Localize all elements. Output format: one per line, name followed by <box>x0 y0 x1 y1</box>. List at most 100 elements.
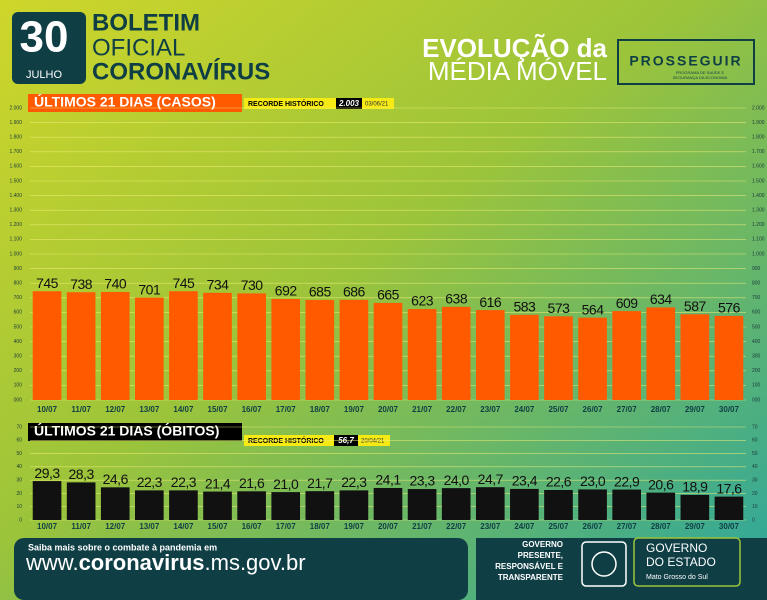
x-tick-label: 25/07 <box>548 405 569 414</box>
value-label: 22,3 <box>137 474 163 490</box>
footer-gov-panel <box>476 538 767 600</box>
x-tick-label: 28/07 <box>651 522 672 531</box>
y-tick-label-right: 000 <box>752 397 761 403</box>
record-value: 2.003 <box>338 99 360 108</box>
bar <box>305 491 335 520</box>
emblem-circle <box>591 551 617 577</box>
record-box <box>244 98 394 109</box>
chart-title: ÚLTIMOS 21 DIAS (ÓBITOS) <box>34 422 219 439</box>
y-tick-label-right: 1.300 <box>752 208 765 214</box>
y-tick-label-right: 50 <box>752 451 758 457</box>
header-line: CORONAVÍRUS <box>92 57 270 85</box>
y-tick-label: 1.800 <box>9 135 22 141</box>
slogan: TRANSPARENTE <box>498 573 564 582</box>
value-label: 24,6 <box>103 471 129 487</box>
bar <box>714 315 744 400</box>
day: 30 <box>20 13 69 62</box>
y-tick-label-right: 1.800 <box>752 135 765 141</box>
y-tick-label-right: 1.200 <box>752 222 765 228</box>
x-tick-label: 21/07 <box>412 522 433 531</box>
y-tick-label-right: 700 <box>752 295 761 301</box>
x-tick-label: 11/07 <box>71 522 91 531</box>
value-label: 701 <box>138 281 161 297</box>
y-tick-label-right: 20 <box>752 491 758 497</box>
value-label: 21,0 <box>273 476 299 492</box>
value-label: 686 <box>343 284 366 300</box>
y-tick-label: 000 <box>14 397 23 403</box>
x-tick-label: 14/07 <box>173 405 194 414</box>
x-tick-label: 17/07 <box>276 405 297 414</box>
record-value: 56,7 <box>338 436 354 445</box>
bar <box>66 482 96 520</box>
value-label: 23,0 <box>580 473 606 489</box>
y-tick-label: 2.000 <box>9 105 22 111</box>
program-name: PROSSEGUIR <box>629 53 742 69</box>
bar <box>100 487 130 520</box>
x-tick-label: 24/07 <box>514 522 535 531</box>
value-label: 730 <box>241 277 264 293</box>
x-tick-label: 26/07 <box>583 522 604 531</box>
x-tick-label: 27/07 <box>617 522 638 531</box>
y-tick-label: 500 <box>14 324 23 330</box>
record-value-box <box>336 98 362 109</box>
value-label: 21,6 <box>239 475 265 491</box>
y-tick-label-right: 30 <box>752 477 758 483</box>
value-label: 22,3 <box>171 474 197 490</box>
x-tick-label: 30/07 <box>719 522 740 531</box>
y-tick-label: 10 <box>16 504 22 510</box>
value-label: 609 <box>616 295 639 311</box>
value-label: 745 <box>36 275 59 291</box>
gov-name: DO ESTADO <box>646 555 716 569</box>
footer-info: Saiba mais sobre o combate à pandemia em <box>28 542 217 552</box>
value-label: 638 <box>445 291 468 307</box>
value-label: 20,6 <box>648 476 674 492</box>
bar <box>373 487 403 520</box>
x-tick-label: 16/07 <box>242 405 263 414</box>
date-box <box>12 12 86 84</box>
chart-title-box <box>28 94 242 112</box>
y-tick-label: 100 <box>14 383 23 389</box>
program-sub: PROGRAMA DE SAÚDE E <box>676 70 725 75</box>
header-line: OFICIAL <box>92 34 185 61</box>
y-tick-label: 1.000 <box>9 251 22 257</box>
chart-title-box <box>28 423 242 441</box>
footer-panel <box>14 538 468 600</box>
value-label: 692 <box>275 283 298 299</box>
value-label: 745 <box>172 275 195 291</box>
y-tick-label: 60 <box>16 438 22 444</box>
y-tick-label: 900 <box>14 266 23 272</box>
bar <box>237 293 266 400</box>
bar <box>339 490 369 520</box>
value-label: 24,1 <box>375 472 401 488</box>
bar <box>441 488 471 520</box>
value-label: 22,9 <box>614 473 640 489</box>
bar <box>510 488 539 520</box>
bar <box>510 314 539 400</box>
value-label: 665 <box>377 287 400 303</box>
y-tick-label: 300 <box>14 354 23 360</box>
x-tick-label: 20/07 <box>378 522 399 531</box>
url-part: .ms.gov.br <box>205 550 306 575</box>
x-tick-label: 19/07 <box>344 405 365 414</box>
bar <box>339 299 369 400</box>
bar <box>66 292 96 400</box>
y-tick-label-right: 300 <box>752 354 761 360</box>
value-label: 564 <box>582 301 605 317</box>
value-label: 734 <box>207 277 230 293</box>
bar <box>305 299 335 400</box>
y-tick-label-right: 1.600 <box>752 164 765 170</box>
y-tick-label: 1.200 <box>9 222 22 228</box>
value-label: 738 <box>70 276 93 292</box>
y-tick-label-right: 100 <box>752 383 761 389</box>
y-tick-label: 40 <box>16 464 22 470</box>
value-label: 21,7 <box>307 475 333 491</box>
y-tick-label-right: 1.100 <box>752 237 765 243</box>
y-tick-label: 70 <box>16 424 22 430</box>
x-tick-label: 11/07 <box>71 405 91 414</box>
x-tick-label: 10/07 <box>37 405 58 414</box>
x-tick-label: 15/07 <box>208 405 229 414</box>
y-tick-label-right: 1.900 <box>752 120 765 126</box>
x-tick-label: 13/07 <box>139 522 160 531</box>
y-tick-label: 200 <box>14 368 23 374</box>
